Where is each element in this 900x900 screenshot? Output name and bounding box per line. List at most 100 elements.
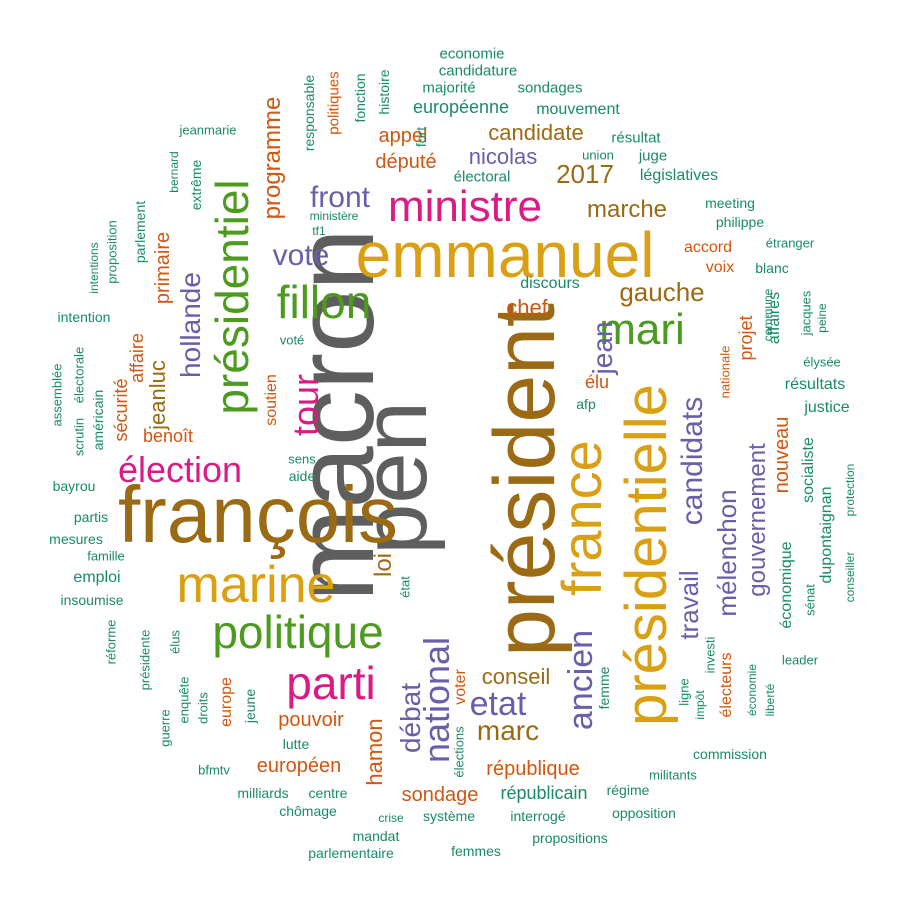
word-accord: accord xyxy=(683,239,733,256)
word-mandat: mandat xyxy=(352,828,400,844)
word-senat: sénat xyxy=(802,584,818,616)
word-etranger: étranger xyxy=(765,235,815,251)
word-crise: crise xyxy=(378,811,404,825)
word-parlement: parlement xyxy=(132,200,148,264)
word-famille: famille xyxy=(87,548,125,564)
word-pouvoir: pouvoir xyxy=(278,709,344,731)
word-nouveau: nouveau xyxy=(771,416,793,494)
word-electorale: électorale xyxy=(71,346,87,404)
word-impot: impôt xyxy=(693,690,707,720)
word-fillon: fillon xyxy=(276,276,372,328)
word-juge: juge xyxy=(638,147,668,165)
word-intentions: intentions xyxy=(87,242,101,294)
word-election: élection xyxy=(117,449,243,490)
word-sens: sens xyxy=(288,451,316,467)
word-nationale: nationale xyxy=(717,345,733,399)
word-jeune: jeune xyxy=(242,688,258,724)
word-fonction: fonction xyxy=(352,73,368,123)
word-etat: etat xyxy=(469,685,527,723)
word-afp: afp xyxy=(576,396,596,412)
word-scrutin: scrutin xyxy=(71,417,87,457)
word-economie: economie xyxy=(439,45,505,63)
word-depute: député xyxy=(375,151,437,173)
word-femmes: femmes xyxy=(451,843,501,859)
word-leader: leader xyxy=(781,652,819,668)
word-commission: commission xyxy=(693,746,767,762)
word-opposition: opposition xyxy=(612,805,676,821)
word-economique: économique xyxy=(778,541,795,629)
word-primaire: primaire xyxy=(152,231,174,305)
word-benoit: benoît xyxy=(142,426,194,446)
word-politiques: politiques xyxy=(325,71,343,135)
word-resultats: résultats xyxy=(784,376,846,393)
word-europeenne: européenne xyxy=(412,97,510,117)
word-economie-small: économie xyxy=(745,663,759,717)
word-elections: élections xyxy=(451,726,467,778)
word-republicain: républicain xyxy=(500,783,588,803)
word-2017: 2017 xyxy=(556,159,614,189)
word-proposition: proposition xyxy=(104,220,120,284)
word-emmanuel: emmanuel xyxy=(355,219,655,291)
word-parlementaire: parlementaire xyxy=(308,845,394,861)
word-sondages: sondages xyxy=(517,79,583,97)
word-droits: droits xyxy=(195,692,211,724)
word-justice: justice xyxy=(804,399,850,416)
word-presidentielle: présidentielle xyxy=(614,384,679,726)
word-candidature: candidature xyxy=(438,62,518,80)
word-hollande: hollande xyxy=(175,272,206,378)
word-guerre: guerre xyxy=(157,709,173,747)
word-discours: discours xyxy=(520,275,580,292)
word-marche: marche xyxy=(586,196,668,223)
word-ministre: ministre xyxy=(387,182,543,231)
word-assemblee: assemblée xyxy=(49,363,65,427)
word-voix: voix xyxy=(705,259,735,276)
word-ancien: ancien xyxy=(562,629,600,731)
word-union: union xyxy=(582,147,614,163)
word-blanc: blanc xyxy=(755,260,789,276)
word-elus: élus xyxy=(167,630,183,654)
word-nicolas: nicolas xyxy=(468,144,538,169)
word-partis: partis xyxy=(73,509,109,525)
word-aide: aide xyxy=(288,468,316,484)
word-loi: loi xyxy=(370,552,397,578)
word-legislatives: législatives xyxy=(639,167,719,184)
word-emploi: emploi xyxy=(73,569,121,586)
word-tf1: tf1 xyxy=(312,224,326,238)
word-ligne: ligne xyxy=(676,678,692,706)
word-peine: peine xyxy=(815,303,829,333)
word-debat: débat xyxy=(395,682,426,754)
word-enquete: enquête xyxy=(176,676,192,724)
word-jeanmarie: jeanmarie xyxy=(179,122,237,138)
word-fort: fort xyxy=(413,126,429,148)
word-candidate: candidate xyxy=(488,120,584,145)
word-systeme: système xyxy=(422,808,476,824)
word-bayrou: bayrou xyxy=(52,478,96,494)
word-france: france xyxy=(550,440,613,596)
word-francois: françois xyxy=(117,470,399,559)
word-dupontaignan: dupontaignan xyxy=(818,486,835,584)
word-jacques: jacques xyxy=(798,290,814,336)
word-jean: jean xyxy=(587,321,618,375)
word-europe: europe xyxy=(218,677,235,727)
word-protection: protection xyxy=(843,463,857,517)
word-vote-small: voté xyxy=(279,332,305,348)
word-vote: vote xyxy=(272,239,330,272)
word-interroge: interrogé xyxy=(510,808,566,824)
word-americain: américain xyxy=(90,389,106,451)
word-tour: tour xyxy=(285,373,326,437)
word-politique: politique xyxy=(212,606,384,658)
word-bfmtv: bfmtv xyxy=(198,762,230,778)
word-appel: appel xyxy=(378,125,428,147)
word-centre: centre xyxy=(308,785,348,801)
word-marc: marc xyxy=(476,715,540,746)
word-mari: mari xyxy=(599,305,685,354)
word-republique: république xyxy=(486,758,580,780)
word-marine: marine xyxy=(176,556,336,614)
word-milliards: milliards xyxy=(237,785,289,801)
word-chef: chef xyxy=(506,295,548,320)
word-elysee: élysée xyxy=(803,354,841,370)
word-extreme: extrême xyxy=(188,159,204,211)
word-melenchon: mélenchon xyxy=(712,489,742,617)
word-chomage: chômage xyxy=(279,803,337,819)
